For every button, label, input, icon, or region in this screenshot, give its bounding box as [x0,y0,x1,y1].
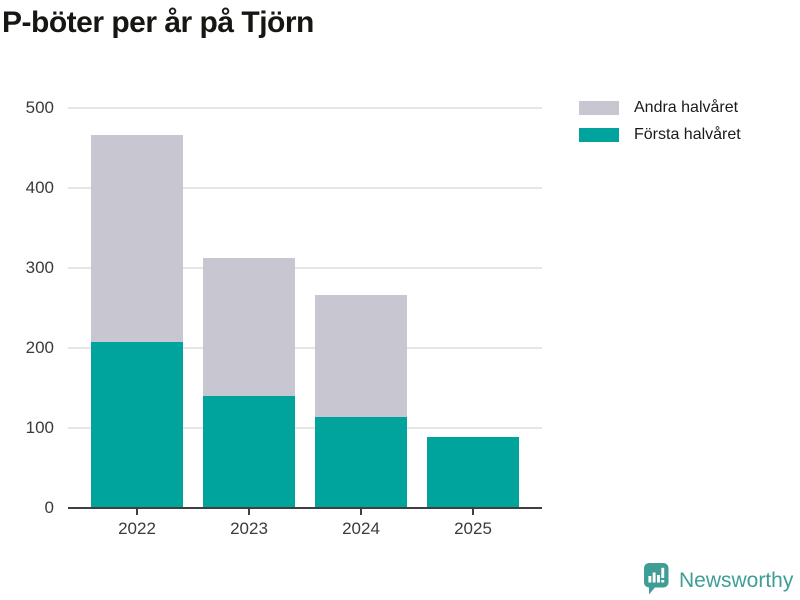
bar-2023-forsta-halvaret [203,396,295,508]
y-tick-label-0: 0 [44,498,54,517]
bar-2025-forsta-halvaret [427,436,519,508]
newsworthy-logo-icon [644,563,669,595]
brand-name: Newsworthy [679,569,794,592]
x-tick-label-2023: 2023 [230,519,268,538]
bar-2024-andra-halvaret [315,295,407,417]
y-tick-label-100: 100 [25,418,54,437]
x-tick-label-2024: 2024 [342,519,380,538]
x-tick-2023 [248,508,250,515]
chart-title: P-böter per år på Tjörn [2,6,314,39]
bar-2024-forsta-halvaret [315,416,407,508]
x-tick-label-2025: 2025 [454,519,492,538]
x-tick-2022 [136,508,138,515]
bar-2022-forsta-halvaret [91,342,183,508]
gridline-y-100 [68,427,542,429]
gridline-y-300 [68,267,542,269]
bar-2023-andra-halvaret [203,257,295,396]
legend-swatch-forsta [579,128,619,142]
y-tick-label-500: 500 [25,98,54,117]
plot-area: 0 100 200 300 400 500 2022 2023 2024 2025 [26,99,542,538]
legend-label: Andra halvåret [634,99,739,116]
x-tick-label-2022: 2022 [118,519,156,538]
x-tick-2024 [360,508,362,515]
gridline-y-400 [68,187,542,189]
legend-item-forsta-halvaret: Första halvåret [579,127,741,143]
legend-item-andra-halvaret: Andra halvåret [579,100,738,116]
x-tick-2025 [472,508,474,515]
x-axis-line [68,506,542,509]
brand-footer: Newsworthy [644,563,793,595]
y-tick-label-300: 300 [25,258,54,277]
legend-label: Första halvåret [634,126,741,143]
y-tick-label-200: 200 [25,338,54,357]
legend-swatch-andra [579,101,619,115]
gridline-y-500 [68,107,542,109]
y-tick-label-400: 400 [25,178,54,197]
bar-2022-andra-halvaret [91,135,183,343]
gridline-y-200 [68,347,542,349]
